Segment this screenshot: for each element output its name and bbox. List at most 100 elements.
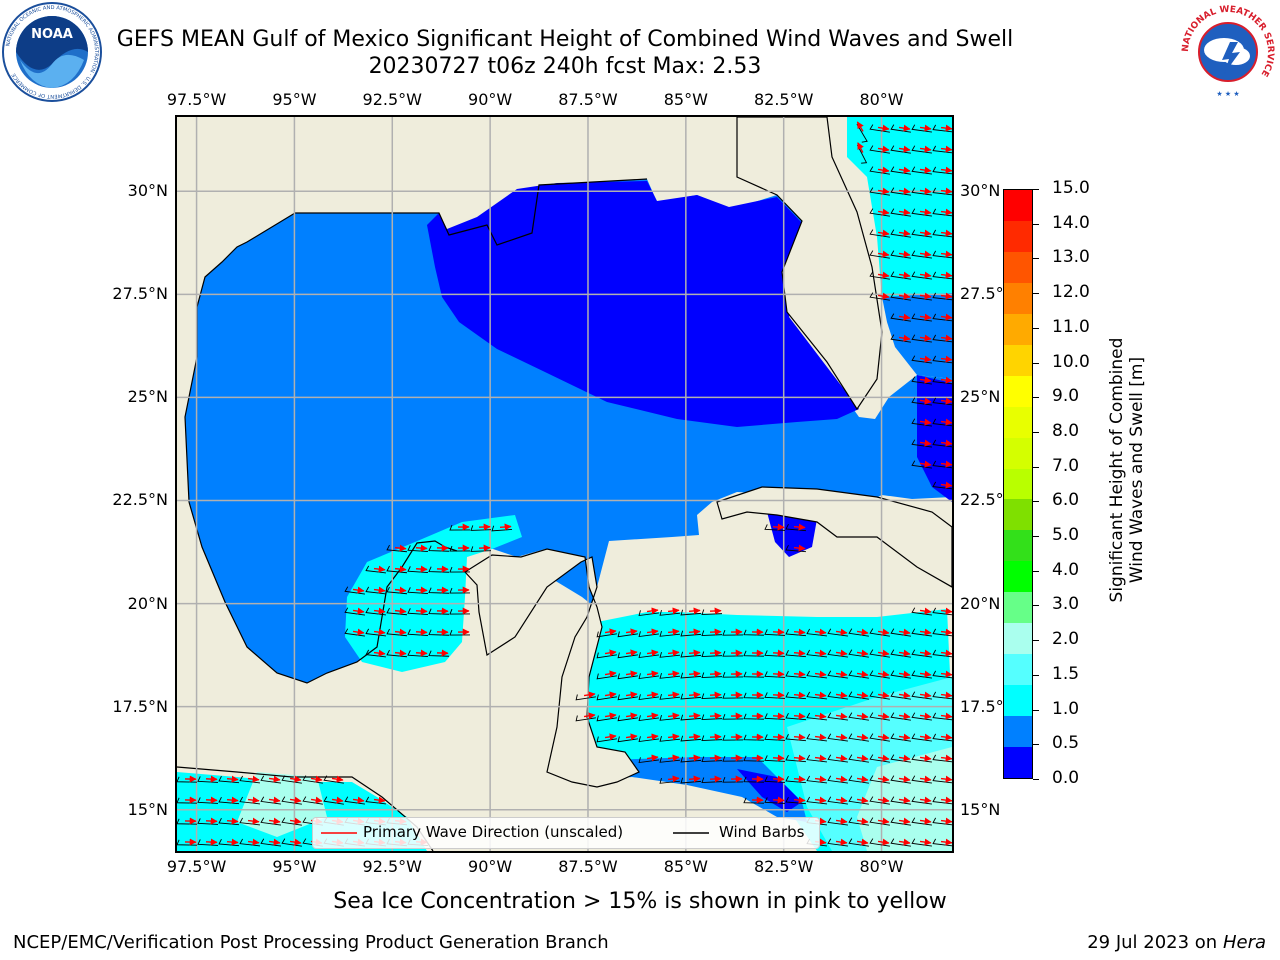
wave-direction-arrow [814, 670, 827, 678]
colorbar-tick-mark [1033, 362, 1039, 364]
lon-tick-label: 90°W [468, 90, 513, 109]
gridlines [177, 117, 952, 851]
wave-direction-arrow [331, 775, 344, 783]
wave-direction-arrow [604, 691, 617, 699]
wave-direction-arrow [814, 796, 827, 804]
wave-direction-arrow [877, 712, 890, 720]
wave-direction-arrow [919, 712, 932, 720]
wave-direction-arrow [919, 649, 932, 657]
wave-direction-arrow [352, 796, 365, 804]
wave-direction-arrow [898, 229, 911, 237]
lat-tick-label: 22.5°N [960, 490, 1016, 510]
wave-direction-arrow [940, 355, 952, 363]
wave-direction-arrow [667, 628, 680, 636]
wave-direction-arrow [373, 565, 386, 573]
wave-direction-arrow [226, 796, 239, 804]
wave-direction-arrow [856, 670, 869, 678]
wave-direction-arrow [940, 439, 952, 447]
colorbar-tick-mark [1033, 501, 1039, 503]
wave-direction-arrow [625, 670, 638, 678]
wave-direction-arrow [709, 733, 722, 741]
wave-direction-arrow [793, 733, 806, 741]
wave-direction-arrow [709, 775, 722, 783]
wave-direction-arrow [857, 142, 864, 153]
wave-direction-arrow [919, 313, 932, 321]
lat-tick-label: 17.5°N [960, 696, 1016, 716]
wave-direction-arrow [772, 754, 785, 762]
wave-direction-arrow [919, 355, 932, 363]
footer-host: Hera [1222, 932, 1266, 953]
wave-direction-arrow [688, 691, 701, 699]
wave-direction-arrow [919, 208, 932, 216]
wave-direction-arrow [940, 250, 952, 258]
noaa-logo: NOAA NATIONAL OCEANIC AND ATMOSPHERIC AD… [2, 2, 102, 102]
lon-tick-label: 80°W [859, 90, 904, 109]
wave-direction-arrow [646, 628, 659, 636]
colorbar-segment [1004, 406, 1032, 439]
wave-direction-arrow [877, 817, 890, 825]
wave-direction-arrow [877, 124, 890, 132]
wave-direction-arrow [835, 733, 848, 741]
wave-direction-arrow [919, 607, 932, 615]
colorbar-tick-mark [1033, 327, 1039, 329]
lon-tick-label: 97.5°W [166, 90, 227, 109]
footer-date: 29 Jul 2023 on [1087, 932, 1223, 953]
sea-ice-note: Sea Ice Concentration > 15% is shown in … [333, 889, 947, 914]
wave-direction-arrow [877, 754, 890, 762]
wave-direction-arrow [898, 187, 911, 195]
wave-direction-arrow [877, 628, 890, 636]
wave-direction-arrow [205, 838, 218, 846]
wave-direction-arrow [856, 649, 869, 657]
wave-direction-arrow [940, 817, 952, 825]
wave-direction-arrow [919, 166, 932, 174]
wave-direction-arrow [835, 817, 848, 825]
wave-direction-arrow [394, 544, 407, 552]
wave-direction-arrow [709, 712, 722, 720]
colorbar-segment [1004, 437, 1032, 470]
wave-direction-arrow [919, 292, 932, 300]
wave-direction-arrow [898, 754, 911, 762]
colorbar-tick-mark [1033, 223, 1039, 225]
colorbar-ticks: 15.0 14.0 13.0 12.0 11.0 10.0 9.0 8.0 7.0 6.0 5.0 4… [1033, 178, 1103, 788]
wave-direction-arrow [856, 817, 869, 825]
wave-direction-arrow [835, 649, 848, 657]
colorbar-segment [1004, 747, 1032, 779]
colorbar-tick-label: 13.0 [1052, 247, 1090, 268]
wave-direction-arrow [667, 607, 680, 615]
wave-height-map [177, 117, 952, 851]
wave-direction-arrow [856, 754, 869, 762]
colorbar-segment [1004, 313, 1032, 346]
wave-direction-arrow [604, 733, 617, 741]
lat-tick-label: 20°N [127, 593, 168, 613]
wave-direction-arrow [940, 376, 952, 384]
colorbar-tick-label: 12.0 [1052, 282, 1090, 303]
wave-direction-arrow [688, 670, 701, 678]
wind-barb [856, 144, 868, 164]
wave-direction-arrow [898, 775, 911, 783]
wave-direction-arrow [688, 628, 701, 636]
wave-direction-arrow [625, 628, 638, 636]
wave-direction-arrow [898, 166, 911, 174]
wave-direction-arrow [667, 733, 680, 741]
colorbar-segment [1004, 282, 1032, 315]
wave-direction-arrow [793, 754, 806, 762]
colorbar-tick-label: 5.0 [1052, 525, 1080, 546]
wave-direction-arrow [667, 691, 680, 699]
wave-direction-arrow [604, 712, 617, 720]
wave-direction-arrow [289, 775, 302, 783]
wave-direction-arrow [940, 271, 952, 279]
colorbar-segment [1004, 375, 1032, 408]
colorbar-tick-mark [1033, 744, 1039, 746]
wave-direction-arrow [226, 775, 239, 783]
wave-direction-arrow [268, 796, 281, 804]
lon-tick-label: 85°W [663, 857, 708, 876]
wave-direction-arrow [373, 628, 386, 636]
wave-direction-arrow [898, 334, 911, 342]
wave-direction-arrow [835, 712, 848, 720]
wave-direction-arrow [268, 838, 281, 846]
colorbar-segment [1004, 251, 1032, 284]
lat-tick-label: 30°N [960, 181, 1001, 201]
wave-direction-arrow [793, 796, 806, 804]
wave-direction-arrow [688, 712, 701, 720]
wave-direction-arrow [793, 523, 806, 531]
